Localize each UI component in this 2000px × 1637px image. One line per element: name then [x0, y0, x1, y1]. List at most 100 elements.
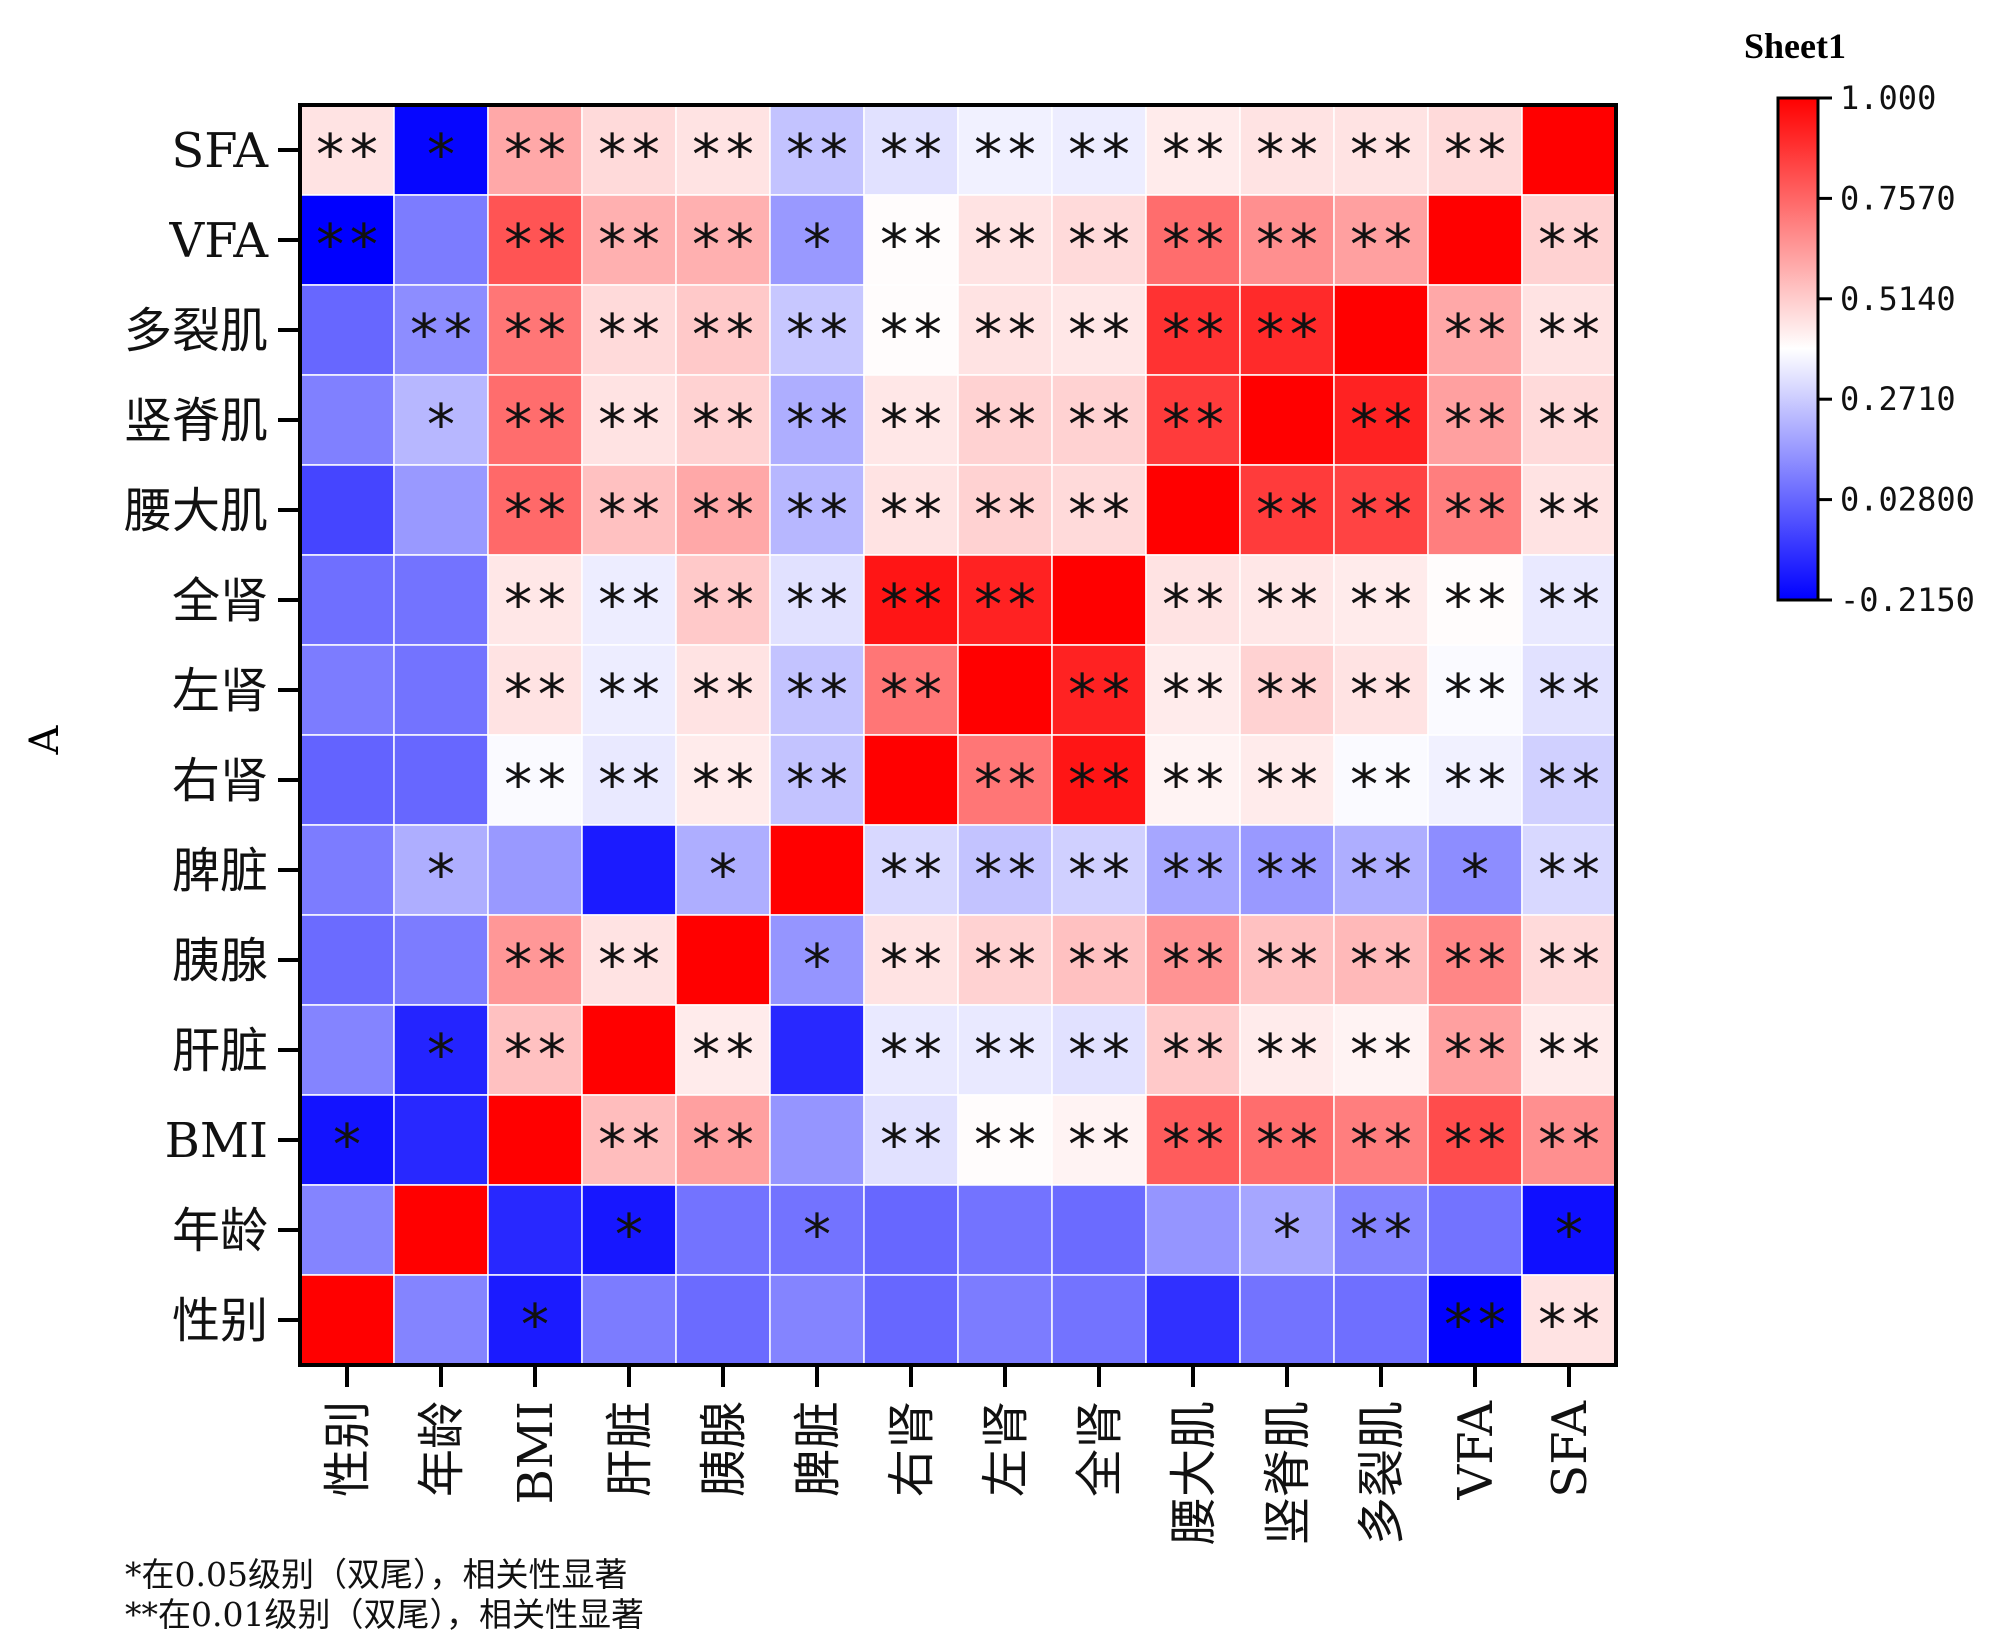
heatmap-cell — [1051, 1274, 1147, 1366]
heatmap-cell — [1051, 194, 1147, 286]
x-tick-label: VFA — [1448, 1400, 1504, 1501]
heatmap-cell — [769, 644, 865, 736]
heatmap-cell — [393, 194, 489, 286]
heatmap-cell — [1145, 1184, 1241, 1276]
significance-marker: ** — [971, 1023, 1038, 1088]
significance-marker: ** — [1065, 393, 1132, 458]
heatmap-cell — [863, 644, 959, 736]
significance-marker: ** — [1159, 933, 1226, 998]
significance-marker: ** — [595, 933, 662, 998]
significance-marker: ** — [1065, 123, 1132, 188]
significance-marker: ** — [1253, 1113, 1320, 1178]
heatmap-cell — [675, 1184, 771, 1276]
heatmap-cell — [1051, 734, 1147, 826]
heatmap-cell — [1051, 1184, 1147, 1276]
significance-marker: ** — [1347, 1023, 1414, 1088]
significance-marker: ** — [1441, 1023, 1508, 1088]
significance-marker: ** — [1535, 753, 1602, 818]
significance-marker: ** — [1253, 843, 1320, 908]
heatmap-cell — [581, 284, 677, 376]
heatmap-cell — [675, 284, 771, 376]
significance-marker: ** — [1441, 1113, 1508, 1178]
heatmap-cell — [1145, 1274, 1241, 1366]
heatmap-cell — [299, 104, 395, 196]
y-tick-label: 脾脏 — [172, 843, 268, 899]
heatmap-cell — [1427, 824, 1523, 916]
heatmap-cell — [299, 734, 395, 826]
significance-marker: ** — [1159, 1113, 1226, 1178]
significance-marker: ** — [1065, 753, 1132, 818]
heatmap-cell — [487, 1094, 583, 1186]
heatmap-cell — [1239, 554, 1335, 646]
significance-marker: ** — [877, 483, 944, 548]
significance-marker: ** — [689, 393, 756, 458]
heatmap-cell — [957, 734, 1053, 826]
significance-marker: ** — [1535, 1113, 1602, 1178]
significance-marker: ** — [783, 573, 850, 638]
x-tick-label: 左肾 — [978, 1401, 1034, 1497]
significance-marker: ** — [971, 753, 1038, 818]
x-tick-label: 肝脏 — [602, 1401, 658, 1497]
significance-marker: ** — [1535, 303, 1602, 368]
significance-marker: ** — [1347, 933, 1414, 998]
y-tick-label: 竖脊肌 — [124, 393, 268, 449]
heatmap-cell — [675, 734, 771, 826]
significance-marker: ** — [1347, 753, 1414, 818]
heatmap-cell — [581, 1274, 677, 1366]
heatmap-cell — [581, 824, 677, 916]
heatmap-cell — [1051, 1004, 1147, 1096]
significance-marker: * — [424, 1023, 458, 1088]
significance-marker: ** — [313, 123, 380, 188]
significance-marker: ** — [1159, 393, 1226, 458]
heatmap-cell — [299, 1274, 395, 1366]
significance-marker: ** — [1065, 933, 1132, 998]
heatmap-cell — [299, 554, 395, 646]
significance-marker: ** — [1159, 843, 1226, 908]
heatmap-cell — [769, 194, 865, 286]
heatmap-cell — [1145, 374, 1241, 466]
significance-marker: ** — [1253, 303, 1320, 368]
colorbar-tick-label: 1.000 — [1840, 79, 1936, 117]
heatmap-cell — [769, 374, 865, 466]
heatmap-cell — [1521, 104, 1617, 196]
heatmap-cell — [299, 284, 395, 376]
significance-marker: ** — [1065, 213, 1132, 278]
heatmap-cell — [393, 824, 489, 916]
heatmap-cell — [1427, 914, 1523, 1006]
heatmap-cell — [769, 464, 865, 556]
significance-marker: ** — [1159, 1023, 1226, 1088]
heatmap-cell — [393, 1184, 489, 1276]
plot-frame — [298, 103, 1618, 1367]
heatmap-cell — [1521, 824, 1617, 916]
significance-marker: * — [800, 213, 834, 278]
heatmap-cell — [487, 1004, 583, 1096]
significance-marker: ** — [689, 663, 756, 728]
heatmap-cell — [581, 734, 677, 826]
heatmap-cell — [957, 104, 1053, 196]
significance-marker: ** — [407, 303, 474, 368]
significance-marker: ** — [1535, 933, 1602, 998]
significance-marker: ** — [971, 483, 1038, 548]
heatmap-cell — [1239, 1274, 1335, 1366]
significance-marker: ** — [1535, 1023, 1602, 1088]
heatmap-cell — [1051, 1094, 1147, 1186]
heatmap-cell — [1427, 644, 1523, 736]
heatmap-cell — [675, 644, 771, 736]
significance-marker: ** — [1347, 573, 1414, 638]
significance-marker: ** — [1441, 663, 1508, 728]
heatmap-cell — [299, 914, 395, 1006]
significance-markers: ** * ** ** ** ** ** ** ** ** ** ** **** ** ** ** * ** ** **… — [313, 123, 1602, 1358]
heatmap-cell — [863, 824, 959, 916]
heatmap-cell — [487, 824, 583, 916]
significance-marker: ** — [1535, 843, 1602, 908]
significance-marker: ** — [971, 123, 1038, 188]
heatmap-cell — [1427, 554, 1523, 646]
significance-marker: ** — [1441, 933, 1508, 998]
significance-marker: ** — [1159, 753, 1226, 818]
heatmap-cell — [487, 284, 583, 376]
y-axis-title: A — [22, 724, 68, 755]
heatmap-cell — [299, 464, 395, 556]
heatmap-cell — [1427, 194, 1523, 286]
x-tick-label: 多裂肌 — [1354, 1401, 1410, 1545]
significance-marker: ** — [1535, 393, 1602, 458]
